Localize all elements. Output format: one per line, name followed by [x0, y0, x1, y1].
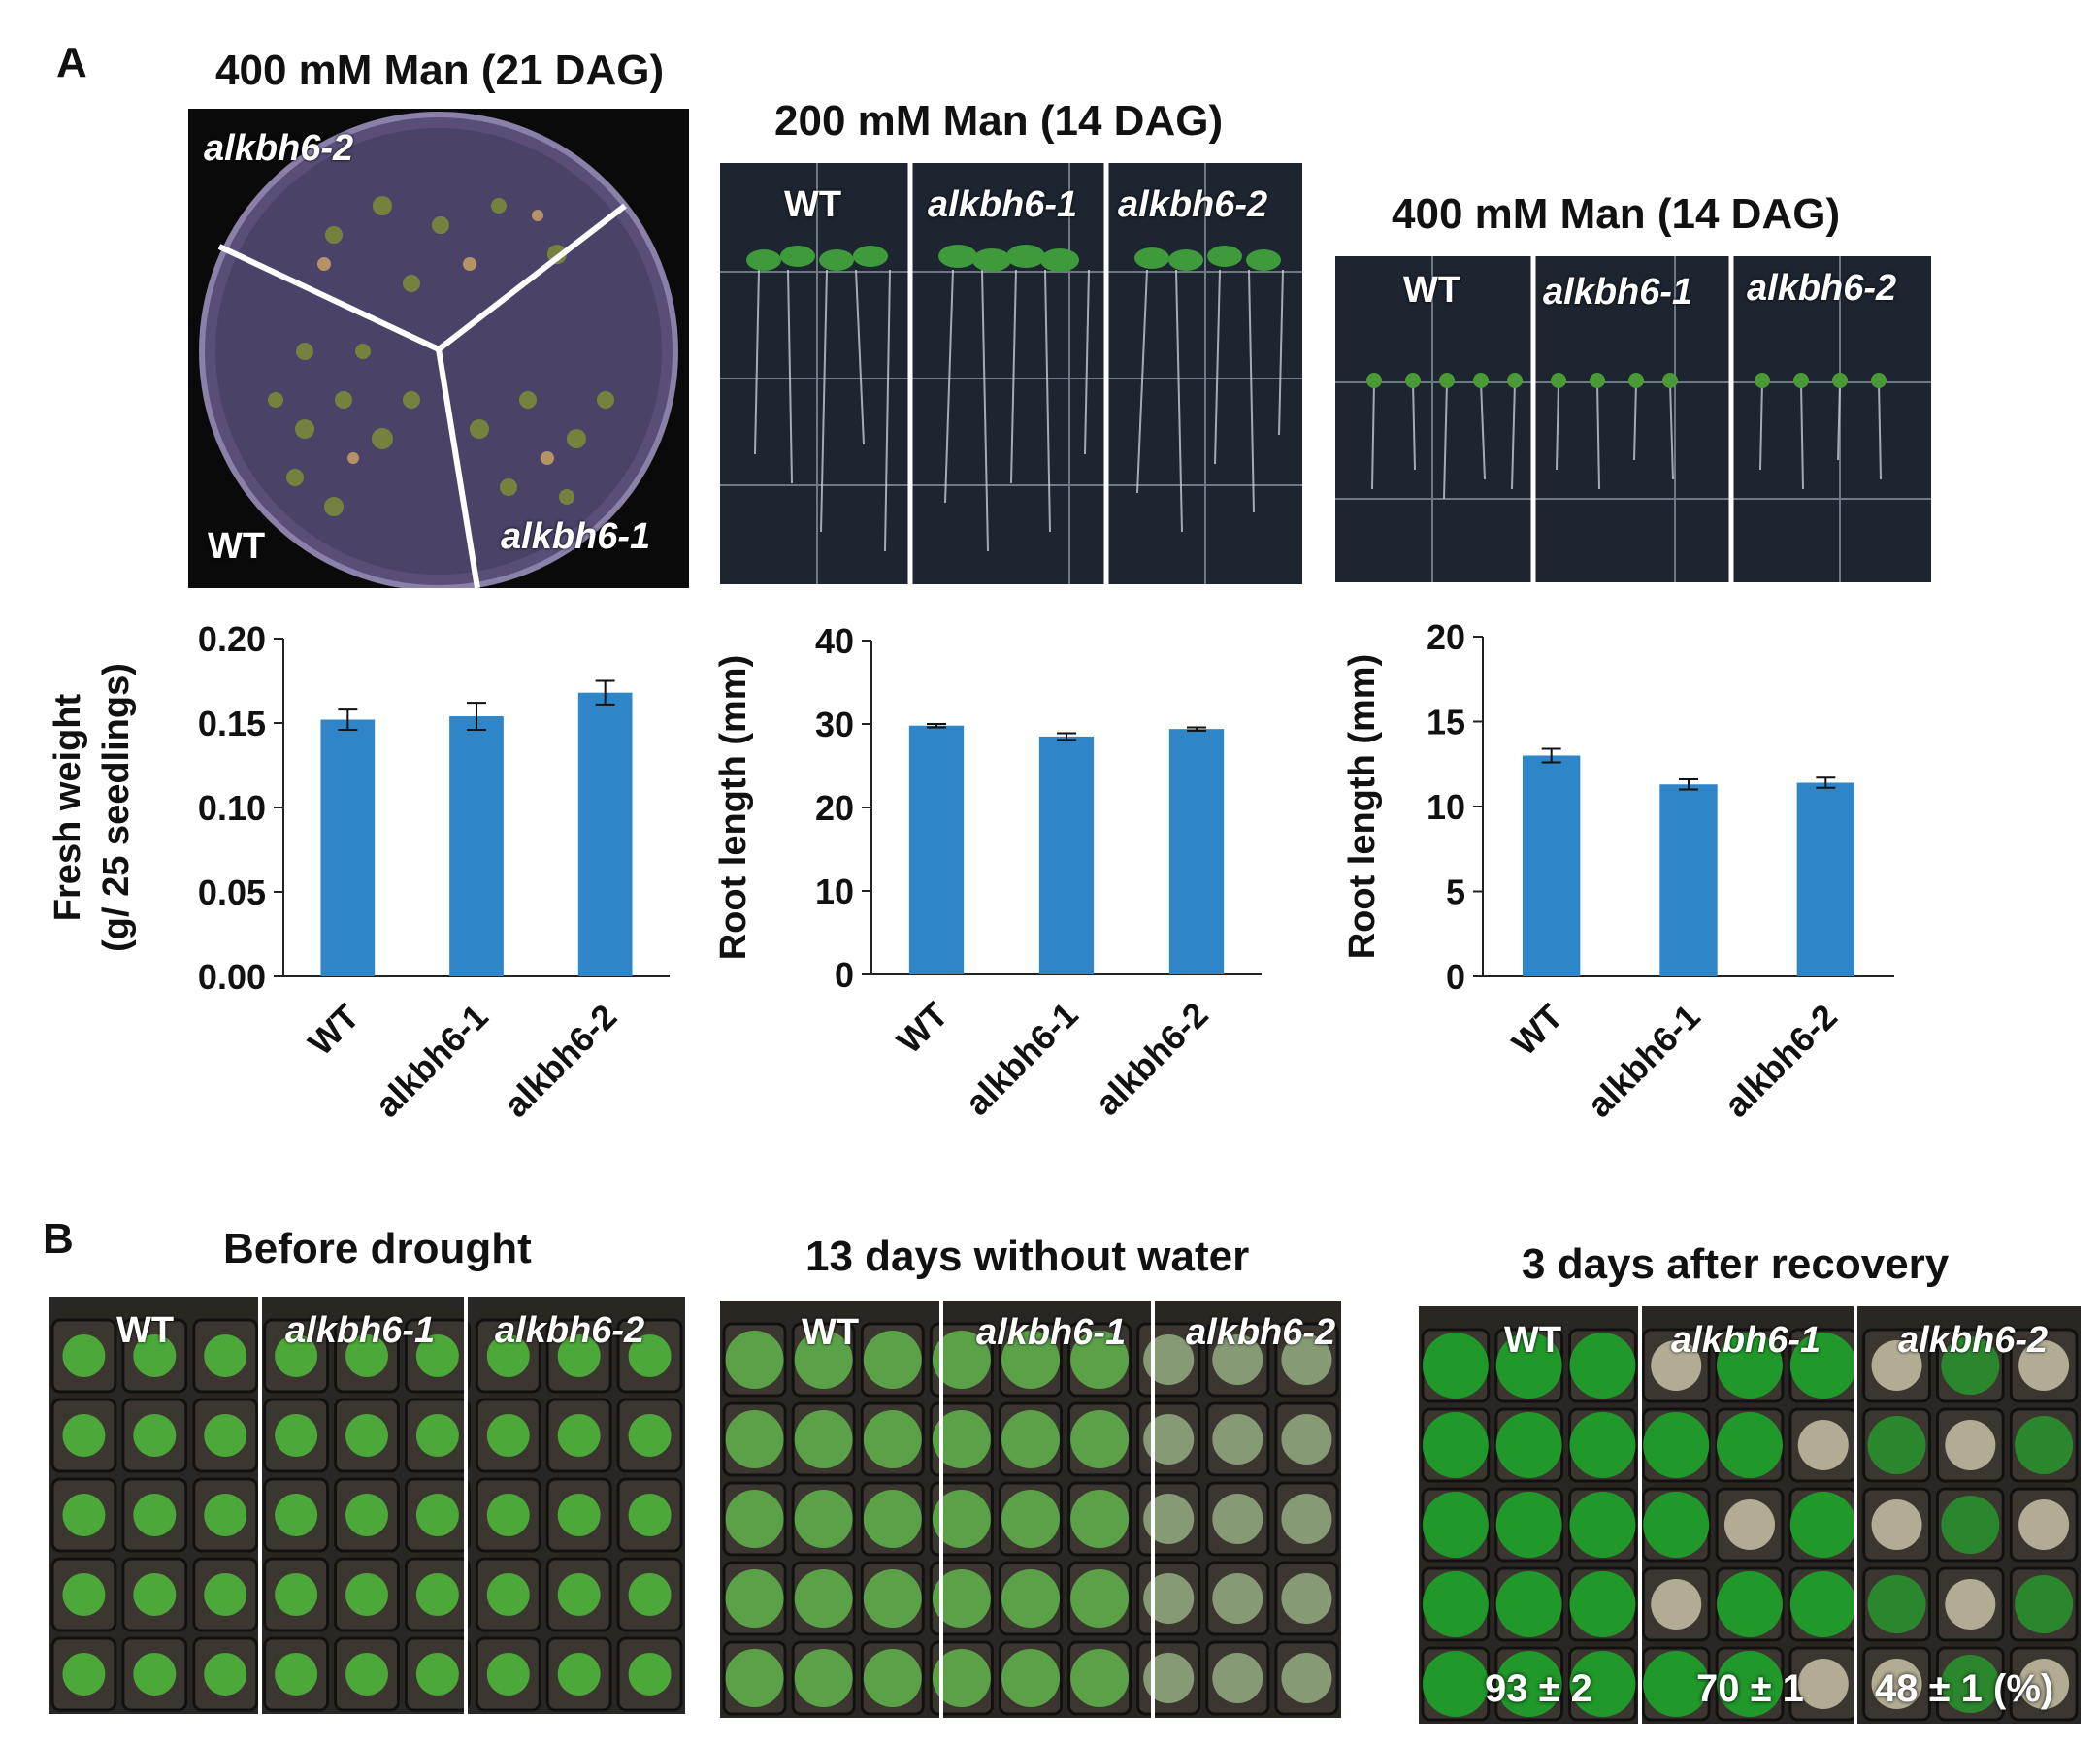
petri-label-alkbh6-2: alkbh6-2 — [204, 128, 354, 169]
plate-200-label-wt: WT — [784, 184, 842, 225]
plate-200-label-alkbh6-1: alkbh6-1 — [928, 184, 1078, 225]
chart-fresh-weight: 0.00 0.05 0.10 0.15 0.20 Fresh weight (g/ 25 s… — [48, 619, 670, 1125]
y-tick-label: 40 — [815, 621, 854, 661]
bar-alkbh6-1 — [449, 716, 504, 976]
petri-label-alkbh6-1: alkbh6-1 — [501, 516, 651, 557]
plate-400-title: 400 mM Man (14 DAG) — [1392, 190, 1841, 238]
chart-root-length-400: 0 5 10 15 20 Root length (mm) WT alkbh6-1 alkbh6… — [1342, 617, 1894, 1125]
after-recovery-photo: WT alkbh6-1 alkbh6-2 93 ± 2 70 ± 1 48 ± … — [1419, 1306, 2081, 1724]
bar-alkbh6-1 — [1038, 736, 1095, 974]
y-axis-label: Fresh weight — [48, 693, 88, 921]
y-axis-label: (g/ 25 seedlings) — [96, 663, 137, 952]
before-drought-photo: WT alkbh6-1 alkbh6-2 — [49, 1297, 685, 1714]
x-tick-label: WT — [1504, 997, 1571, 1064]
y-tick-label: 0 — [835, 955, 854, 995]
y-tick-label: 0.00 — [198, 957, 266, 997]
y-tick-label: 0.15 — [198, 704, 266, 743]
plate-400-photo: WT alkbh6-1 alkbh6-2 — [1335, 256, 1931, 582]
bar-WT — [320, 719, 376, 976]
y-tick-label: 0.20 — [198, 619, 266, 659]
without-water-label-alkbh6-1: alkbh6-1 — [976, 1312, 1127, 1353]
recovery-label-wt: WT — [1504, 1320, 1562, 1361]
chart-root-length-200: 0 10 20 30 40 Root length (mm) WT alkbh6-1 alkbh… — [713, 621, 1262, 1123]
y-tick-label: 0.05 — [198, 872, 266, 912]
petri-photo-title: 400 mM Man (21 DAG) — [215, 47, 665, 94]
y-tick-label: 20 — [815, 788, 854, 828]
plate-400-label-wt: WT — [1403, 270, 1461, 311]
without-water-title: 13 days without water — [805, 1233, 1250, 1280]
y-axis-label: Root length (mm) — [1342, 654, 1383, 960]
x-tick-label: alkbh6-1 — [1579, 997, 1707, 1125]
x-tick-label: alkbh6-1 — [957, 995, 1085, 1123]
x-tick-label: alkbh6-2 — [1717, 997, 1845, 1125]
before-label-wt: WT — [116, 1310, 175, 1351]
bar-WT — [908, 725, 965, 974]
plate-200-label-alkbh6-2: alkbh6-2 — [1118, 184, 1268, 225]
survival-rate-alkbh6-1: 70 ± 1 — [1696, 1667, 1804, 1710]
bar-WT — [1522, 755, 1581, 976]
bar-alkbh6-1 — [1659, 784, 1718, 976]
bar-alkbh6-2 — [1796, 782, 1855, 976]
panel-a-letter: A — [56, 39, 87, 86]
x-tick-label: alkbh6-2 — [496, 997, 624, 1125]
without-water-photo: WT alkbh6-1 alkbh6-2 — [720, 1301, 1341, 1718]
survival-rate-wt: 93 ± 2 — [1485, 1667, 1592, 1710]
panel-b-letter: B — [43, 1215, 74, 1263]
recovery-label-alkbh6-2: alkbh6-2 — [1898, 1320, 2049, 1361]
after-recovery-title: 3 days after recovery — [1522, 1240, 1950, 1288]
survival-rate-alkbh6-2: 48 ± 1 (%) — [1875, 1667, 2054, 1710]
x-tick-label: WT — [889, 995, 956, 1062]
y-tick-label: 20 — [1427, 617, 1465, 657]
petri-dish-photo: alkbh6-2 WT alkbh6-1 — [188, 109, 689, 588]
without-water-label-alkbh6-2: alkbh6-2 — [1186, 1312, 1336, 1353]
y-tick-label: 5 — [1446, 872, 1465, 912]
bar-charts: 0.00 0.05 0.10 0.15 0.20 Fresh weight (g/ 25 s… — [48, 617, 1894, 1125]
before-label-alkbh6-1: alkbh6-1 — [285, 1310, 436, 1351]
plate-400-label-alkbh6-1: alkbh6-1 — [1543, 272, 1693, 313]
before-drought-title: Before drought — [223, 1225, 532, 1272]
plate-200-photo: WT alkbh6-1 alkbh6-2 — [720, 163, 1302, 584]
y-tick-label: 0 — [1446, 957, 1465, 997]
bar-alkbh6-2 — [577, 692, 633, 976]
without-water-label-wt: WT — [802, 1312, 860, 1353]
plate-200-title: 200 mM Man (14 DAG) — [774, 97, 1224, 145]
before-label-alkbh6-2: alkbh6-2 — [495, 1310, 645, 1351]
y-axis-label: Root length (mm) — [713, 655, 754, 961]
y-tick-label: 10 — [815, 872, 854, 911]
y-tick-label: 0.10 — [198, 788, 266, 828]
y-tick-label: 30 — [815, 705, 854, 744]
bar-alkbh6-2 — [1168, 729, 1225, 974]
petri-label-wt: WT — [208, 526, 266, 567]
x-tick-label: WT — [300, 997, 367, 1064]
recovery-label-alkbh6-1: alkbh6-1 — [1671, 1320, 1821, 1361]
y-tick-label: 15 — [1427, 703, 1465, 742]
y-tick-label: 10 — [1427, 787, 1465, 827]
x-tick-label: alkbh6-2 — [1087, 995, 1215, 1123]
plate-400-label-alkbh6-2: alkbh6-2 — [1747, 268, 1897, 309]
x-tick-label: alkbh6-1 — [367, 997, 495, 1125]
